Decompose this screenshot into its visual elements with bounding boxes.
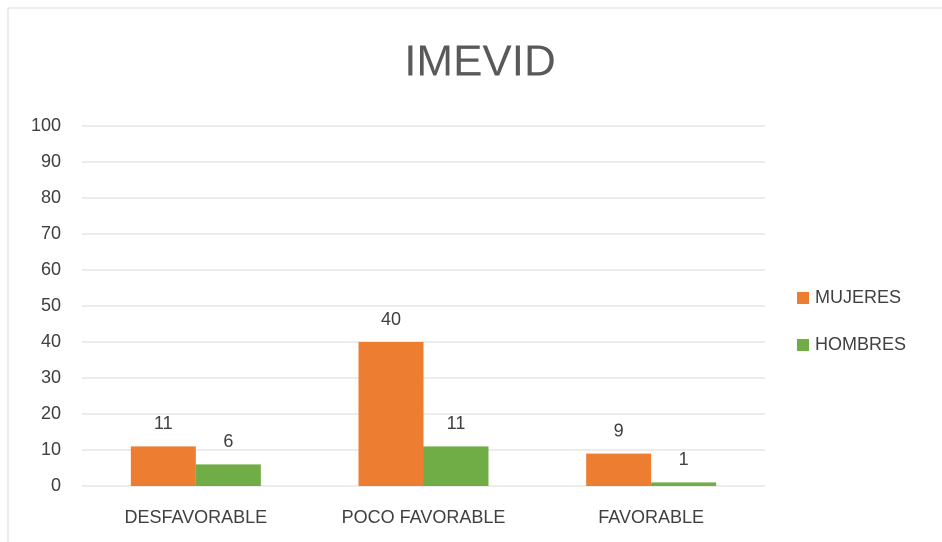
y-tick-label: 30 <box>41 367 61 387</box>
chart-title: IMEVID <box>404 37 556 86</box>
bar <box>423 446 489 486</box>
y-tick-label: 0 <box>51 475 61 495</box>
data-label: 11 <box>154 413 173 433</box>
y-tick-label: 60 <box>41 259 61 279</box>
legend-swatch <box>797 292 809 304</box>
y-tick-label: 40 <box>41 331 61 351</box>
x-tick-label: DESFAVORABLE <box>124 507 267 527</box>
legend-label: MUJERES <box>815 287 901 307</box>
y-tick-label: 20 <box>41 403 61 423</box>
y-tick-label: 50 <box>41 295 61 315</box>
data-label: 40 <box>381 309 401 329</box>
x-tick-label: POCO FAVORABLE <box>342 507 506 527</box>
y-tick-label: 10 <box>41 439 61 459</box>
data-label: 11 <box>447 413 466 433</box>
data-label: 6 <box>223 431 233 451</box>
bar <box>195 464 261 486</box>
legend-label: HOMBRES <box>815 334 906 354</box>
data-label: 9 <box>614 420 624 440</box>
bar <box>651 482 717 486</box>
y-tick-label: 100 <box>31 115 61 135</box>
bar <box>586 453 652 486</box>
y-tick-label: 70 <box>41 223 61 243</box>
bar <box>358 342 424 486</box>
y-tick-label: 90 <box>41 151 61 171</box>
data-label: 1 <box>679 449 689 469</box>
bar <box>130 446 196 486</box>
legend-swatch <box>797 339 809 351</box>
x-tick-label: FAVORABLE <box>598 507 704 527</box>
y-tick-label: 80 <box>41 187 61 207</box>
